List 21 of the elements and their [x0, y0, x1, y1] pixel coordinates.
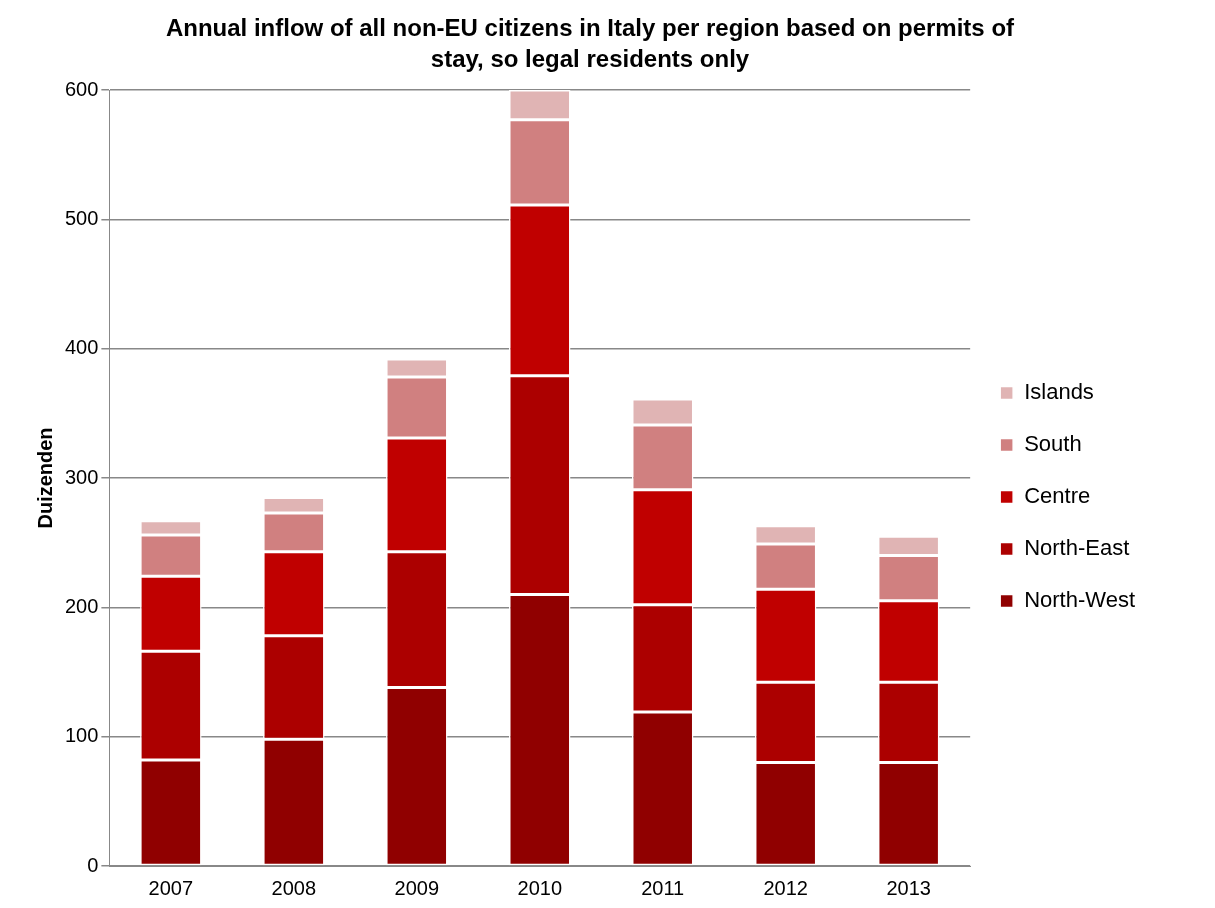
x-tick-label: 2008	[271, 876, 317, 899]
y-tick-label: 500	[64, 206, 99, 229]
x-tick-label: 2009	[394, 876, 440, 899]
x-tick-label: 2012	[763, 876, 808, 899]
y-tick-label: 100	[64, 724, 99, 747]
x-tick-label: 2010	[517, 876, 563, 899]
x-tick-label: 2011	[641, 876, 685, 899]
y-tick-label: 400	[64, 336, 99, 359]
y-axis-title: Duizenden	[33, 427, 56, 529]
y-tick-label: 0	[87, 853, 99, 876]
y-tick-label: 300	[64, 465, 99, 488]
chart-title: Annual inflow of all non-EU citizens in Italy per region based on permits of stay, so legal residents only	[164, 13, 1016, 74]
legend-label: South	[1024, 431, 1082, 457]
x-tick-label: 2007	[148, 876, 194, 899]
legend-label: North-East	[1024, 535, 1130, 561]
y-tick-label: 200	[64, 594, 99, 617]
x-tick-label: 2013	[886, 876, 931, 899]
legend-label: Centre	[1024, 483, 1091, 509]
legend-label: North-West	[1024, 587, 1136, 613]
y-tick-label: 600	[64, 77, 99, 100]
legend-label: Islands	[1024, 379, 1094, 405]
